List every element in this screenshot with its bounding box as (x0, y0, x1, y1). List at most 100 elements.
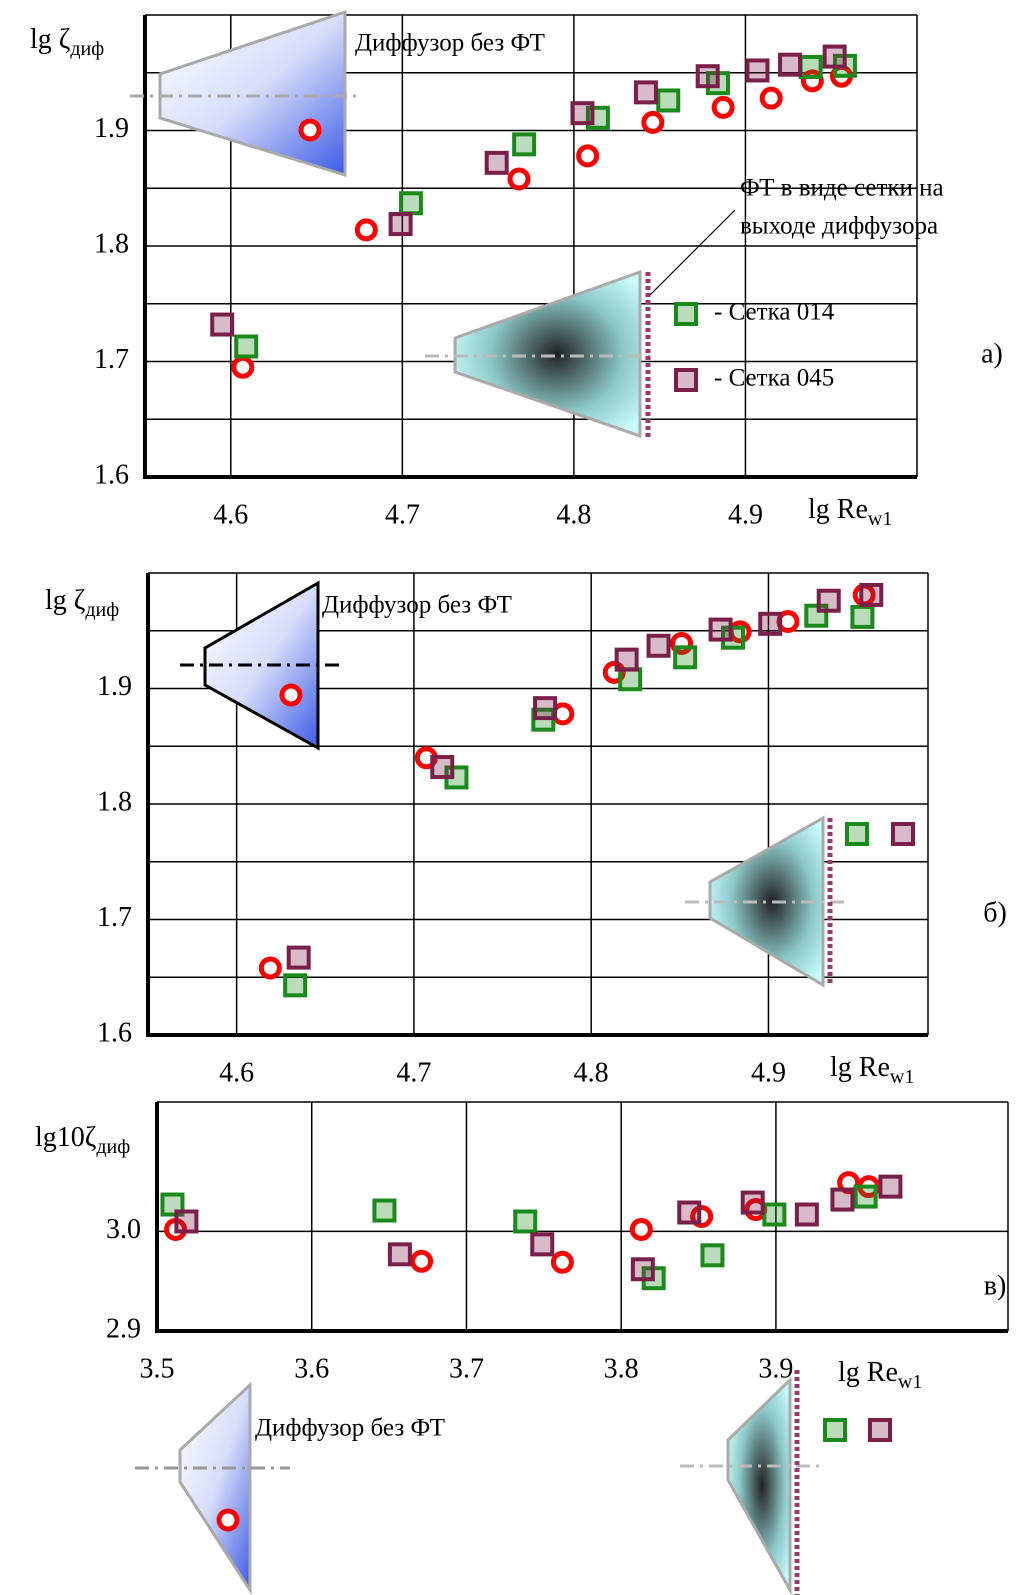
legend-marker (298, 118, 322, 142)
point (387, 1242, 412, 1267)
point (859, 582, 884, 607)
point (507, 167, 531, 191)
point (758, 611, 783, 636)
y-axis-label: lg10ζдиф (35, 1122, 130, 1157)
x-tick-label: 3.7 (449, 1353, 484, 1384)
point (646, 633, 671, 658)
point (533, 696, 558, 721)
point (372, 1198, 397, 1223)
point (677, 1200, 702, 1225)
point (530, 1232, 555, 1257)
point (512, 132, 537, 157)
point (630, 1257, 655, 1282)
x-axis-label: lg Rew1 (830, 1052, 914, 1087)
point (231, 355, 255, 379)
point (695, 64, 720, 89)
x-axis-label-main: lg Re (838, 1357, 898, 1388)
point (258, 956, 282, 980)
y-tick-label: 1.6 (97, 1017, 132, 1048)
legend-marker (868, 1418, 892, 1442)
point (830, 1187, 855, 1212)
x-tick-label: 4.6 (219, 1057, 254, 1088)
point (850, 604, 875, 629)
point (629, 1217, 653, 1241)
point (210, 312, 235, 337)
legend-marker (674, 302, 698, 326)
point (283, 973, 308, 998)
y-axis-label: lg ζдиф (30, 24, 104, 59)
legend-marker (823, 1418, 847, 1442)
legend-label: - Сетка 014 (714, 299, 835, 326)
leader-line (649, 209, 736, 296)
x-tick-label: 3.9 (758, 1353, 793, 1384)
legend-marker (891, 822, 915, 846)
x-axis-label-sub: w1 (898, 1371, 922, 1393)
x-tick-label: 4.9 (751, 1057, 786, 1088)
point (513, 1209, 538, 1234)
legend-label: - Сетка 045 (714, 365, 834, 392)
x-tick-label: 3.5 (140, 1353, 175, 1384)
x-axis-label-main: lg Re (830, 1052, 890, 1083)
point (708, 617, 733, 642)
x-tick-label: 4.8 (574, 1057, 609, 1088)
x-tick-label: 4.7 (396, 1057, 431, 1088)
annotation: ФТ в виде сетки на (740, 175, 944, 202)
y-tick-label: 3.0 (106, 1214, 141, 1245)
legend-marker (216, 1508, 240, 1532)
point (286, 945, 311, 970)
point (778, 52, 803, 77)
x-tick-label: 3.6 (294, 1353, 329, 1384)
point (618, 667, 643, 692)
point (837, 1171, 861, 1195)
diffuser-mesh (453, 269, 642, 439)
y-tick-label: 1.7 (97, 902, 132, 933)
x-axis-label-main: lg Re (808, 494, 868, 525)
x-tick-label: 4.9 (728, 499, 763, 530)
diffuser-mesh (708, 815, 825, 988)
annotation: Диффузор без ФТ (322, 592, 512, 619)
diffuser (203, 580, 320, 751)
panel-label: в) (984, 1270, 1007, 1301)
y-axis-label-main: lg10ζ (35, 1122, 96, 1153)
y-axis-label-sub: диф (96, 1136, 130, 1158)
y-tick-label: 1.6 (94, 459, 129, 490)
point (570, 101, 595, 126)
point (798, 54, 823, 79)
point (740, 1190, 765, 1215)
x-axis-label-sub: w1 (868, 508, 892, 530)
point (711, 95, 735, 119)
y-axis-label-sub: диф (70, 38, 104, 60)
point (388, 212, 413, 237)
annotation: Диффузор без ФТ (255, 1415, 445, 1442)
y-axis-label-main: lg ζ (30, 24, 70, 55)
diffuser-mesh (726, 1376, 792, 1595)
point (430, 755, 455, 780)
diffuser (158, 9, 347, 178)
y-tick-label: 1.8 (97, 786, 132, 817)
y-axis-label-main: lg ζ (45, 585, 85, 616)
legend-marker (674, 368, 698, 392)
point (822, 44, 847, 69)
x-axis-label-sub: w1 (890, 1066, 914, 1088)
annotation: выходе диффузора (740, 213, 938, 240)
point (853, 1184, 878, 1209)
x-axis-label: lg Rew1 (808, 494, 892, 529)
x-tick-label: 4.6 (213, 499, 248, 530)
x-tick-label: 4.7 (385, 499, 420, 530)
point (700, 1243, 725, 1268)
point (484, 150, 509, 175)
legend-marker (845, 822, 869, 846)
point (398, 191, 423, 216)
y-tick-label: 1.8 (94, 228, 129, 259)
point (614, 647, 639, 672)
point (633, 80, 658, 105)
point (550, 1250, 574, 1274)
point (410, 1249, 434, 1273)
point (745, 58, 770, 83)
point (174, 1209, 199, 1234)
y-axis-label-sub: диф (85, 599, 119, 621)
y-axis-label: lg ζдиф (45, 585, 119, 620)
panel-label: а) (981, 338, 1003, 369)
point (794, 1202, 819, 1227)
